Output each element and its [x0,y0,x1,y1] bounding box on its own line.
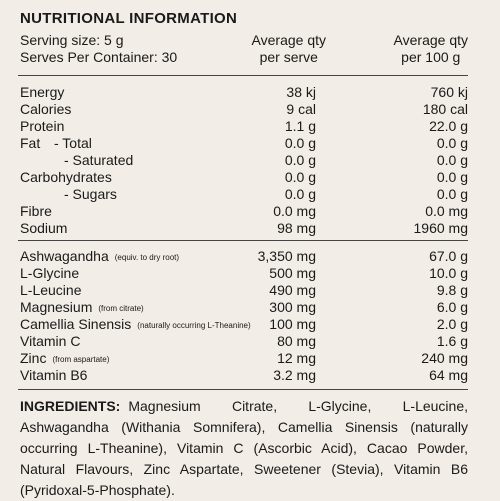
per-serve-value: 0.0 g [284,169,316,185]
per-100g-value: 22.0 g [429,118,468,134]
actives-table: Ashwagandha (equiv. to dry root) 3,350 mg… [20,248,468,384]
active-note: (from citrate) [98,304,144,313]
serves-per-container: Serves Per Container: 30 [20,49,178,65]
per-100g-value: 0.0 g [436,152,468,168]
active-name: L-Leucine [20,282,82,298]
active-label: Camellia Sinensis [20,316,132,332]
active-label: Ashwagandha [20,248,109,264]
per-serve-value: 500 mg [269,265,316,281]
per-serve-value: 80 mg [277,333,316,349]
per-100g-header-line1: Average qty [393,32,468,48]
nutrient-row: Fibre 0.0 mg 0.0 mg [20,203,468,220]
per-serve-value: 98 mg [277,220,316,236]
nutrient-row: Carbohydrates 0.0 g 0.0 g [20,169,468,186]
active-label: Magnesium [20,299,93,315]
nutrient-name: Calories [20,101,72,117]
ingredients-text: Magnesium Citrate, L-Glycine, L-Leucine,… [20,398,468,498]
divider [18,75,468,76]
active-name: Zinc (from aspartate) [20,350,109,368]
per-serve-value: 3.2 mg [273,367,316,383]
per-serve-header-line2: per serve [259,49,318,65]
nutrient-row: Energy 38 kj 760 kj [20,84,468,101]
per-serve-value: 0.0 g [284,186,316,202]
active-name: Ashwagandha (equiv. to dry root) [20,248,179,266]
divider [18,389,468,390]
per-serve-value: 490 mg [269,282,316,298]
active-name: Camellia Sinensis (naturally occurring L-… [20,316,251,334]
nutrient-name: - Sugars [64,186,117,202]
per-100g-value: 67.0 g [429,248,468,264]
active-row: Vitamin B6 3.2 mg 64 mg [20,367,468,384]
serving-size: Serving size: 5 g [20,32,124,48]
per-100g-value: 64 mg [429,367,468,383]
active-row: L-Glycine 500 mg 10.0 g [20,265,468,282]
per-100g-value: 10.0 g [429,265,468,281]
nutrient-row: Sodium 98 mg 1960 mg [20,220,468,237]
per-100g-value: 1.6 g [436,333,468,349]
divider [18,240,468,241]
ingredients-label: INGREDIENTS: [20,398,121,414]
active-name: Vitamin C [20,333,81,349]
per-serve-value: 0.0 g [284,135,316,151]
per-100g-value: 1960 mg [413,220,468,236]
per-100g-value: 0.0 g [436,186,468,202]
per-serve-value: 0.0 mg [273,203,316,219]
nutrient-name: Protein [20,118,65,134]
active-name: Vitamin B6 [20,367,88,383]
per-100g-header-line2: per 100 g [401,49,461,65]
nutrient-group: Fat [20,135,41,151]
per-100g-value: 2.0 g [436,316,468,332]
nutrient-name: Fibre [20,203,52,219]
per-100g-value: 9.8 g [436,282,468,298]
active-name: Magnesium (from citrate) [20,299,144,317]
per-serve-value: 0.0 g [284,152,316,168]
nutrient-name: Energy [20,84,65,100]
per-serve-header-line1: Average qty [251,32,326,48]
per-100g-header: Average qty per 100 g [394,32,468,66]
nutrient-table: Energy 38 kj 760 kj Calories 9 cal 180 c… [20,84,468,237]
active-row: Magnesium (from citrate) 300 mg 6.0 g [20,299,468,316]
per-100g-value: 760 kj [430,84,468,100]
active-row: L-Leucine 490 mg 9.8 g [20,282,468,299]
active-row: Vitamin C 80 mg 1.6 g [20,333,468,350]
per-100g-value: 0.0 g [436,135,468,151]
nutrient-row: Protein 1.1 g 22.0 g [20,118,468,135]
nutrient-name: Fat - Total [20,135,92,152]
nutrient-row: Calories 9 cal 180 cal [20,101,468,118]
nutrient-row: Fat - Total 0.0 g 0.0 g [20,135,468,152]
per-100g-value: 0.0 g [436,169,468,185]
active-note: (equiv. to dry root) [114,253,180,262]
active-row: Ashwagandha (equiv. to dry root) 3,350 mg… [20,248,468,265]
per-100g-value: 0.0 mg [425,203,468,219]
active-name: L-Glycine [20,265,80,281]
per-serve-header: Average qty per serve [252,32,326,66]
per-serve-value: 12 mg [277,350,316,366]
nutrient-sub: - Total [54,135,92,151]
nutrient-row: - Saturated 0.0 g 0.0 g [20,152,468,169]
per-serve-value: 100 mg [269,316,316,332]
active-row: Camellia Sinensis (naturally occurring L-… [20,316,468,333]
per-100g-value: 240 mg [421,350,468,366]
nutrient-row: - Sugars 0.0 g 0.0 g [20,186,468,203]
nutrient-name: Carbohydrates [20,169,112,185]
nutrient-name: Sodium [20,220,68,236]
active-label: Zinc [20,350,47,366]
per-serve-value: 38 kj [286,84,316,100]
per-serve-value: 9 cal [286,101,316,117]
per-100g-value: 180 cal [422,101,468,117]
active-note: (naturally occurring L-Theanine) [137,321,251,330]
serving-info: Serving size: 5 g Serves Per Container: … [20,32,177,66]
per-serve-value: 300 mg [269,299,316,315]
ingredients-block: INGREDIENTS: Magnesium Citrate, L-Glycine… [20,396,468,501]
active-note: (from aspartate) [52,355,110,364]
active-row: Zinc (from aspartate) 12 mg 240 mg [20,350,468,367]
panel-title: NUTRITIONAL INFORMATION [20,10,238,27]
per-serve-value: 1.1 g [284,118,316,134]
per-100g-value: 6.0 g [436,299,468,315]
nutrient-name: - Saturated [64,152,134,168]
per-serve-value: 3,350 mg [257,248,316,264]
